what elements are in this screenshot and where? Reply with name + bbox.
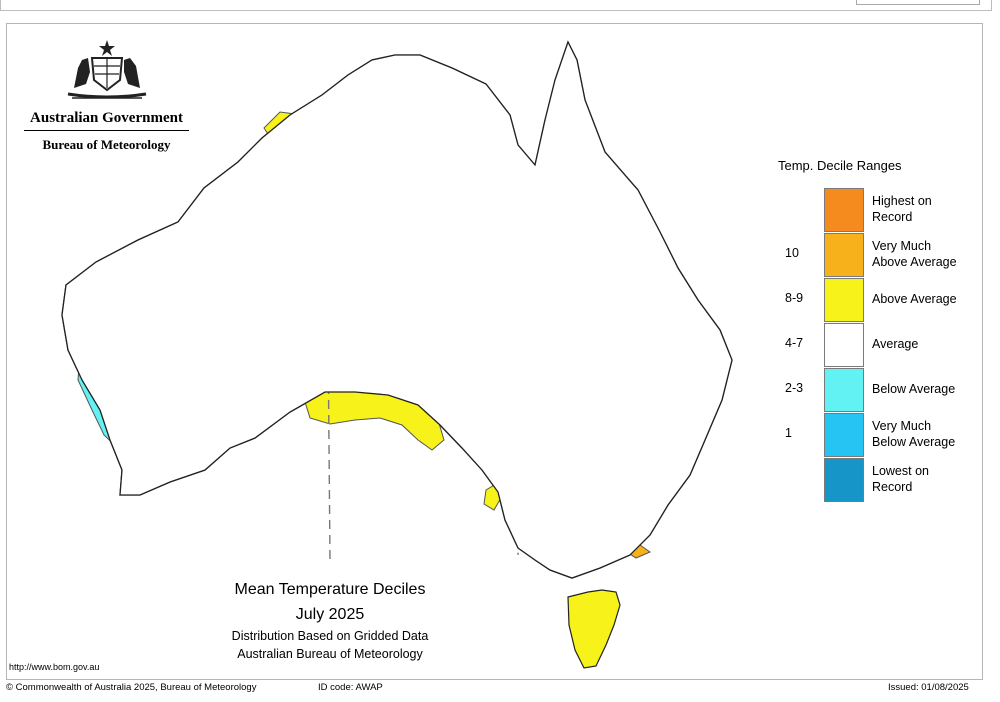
legend-range: 10: [785, 246, 799, 260]
legend-label: Very Much Above Average: [872, 239, 957, 269]
legend-range: 2-3: [785, 381, 804, 395]
legend-swatch: [824, 188, 864, 232]
legend-label: Above Average: [872, 292, 957, 306]
map-subtitle-line2: Australian Bureau of Meteorology: [237, 647, 423, 661]
legend-range: 8-9: [785, 291, 804, 305]
legend-title: Temp. Decile Ranges: [778, 158, 902, 173]
copyright-text: © Commonwealth of Australia 2025, Bureau…: [6, 682, 257, 693]
bureau-subtitle: Bureau of Meteorology: [42, 137, 171, 152]
legend-swatch: [824, 413, 864, 457]
map-subtitle-line1: Distribution Based on Gridded Data: [231, 629, 429, 643]
legend-label: Average: [872, 337, 919, 351]
legend-label: Below Average: [872, 382, 956, 396]
legend-label: Lowest on Record: [872, 464, 929, 494]
legend-label: Very Much Below Average: [872, 419, 956, 449]
title-divider: [24, 130, 189, 131]
top-toolbar-strip: [0, 0, 1000, 12]
legend-label: Highest on Record: [872, 194, 932, 224]
government-title: Australian Government: [30, 110, 183, 126]
legend-swatch: [824, 323, 864, 367]
legend-swatch: [824, 278, 864, 322]
coat-of-arms-icon: [67, 40, 147, 99]
tasmania: [567, 589, 621, 669]
legend-swatch: [824, 233, 864, 277]
legend-swatch: [824, 368, 864, 412]
id-code: ID code: AWAP: [318, 682, 383, 693]
legend-range: 1: [785, 426, 792, 440]
legend-range: 4-7: [785, 336, 804, 350]
map-period: July 2025: [295, 606, 365, 623]
toolbar-frame: [0, 0, 992, 11]
toolbar-control[interactable]: [856, 0, 980, 5]
issued-date: Issued: 01/08/2025: [888, 682, 969, 693]
bom-url-link[interactable]: http://www.bom.gov.au: [9, 662, 100, 672]
map-title: Mean Temperature Deciles: [234, 581, 426, 598]
legend-swatch: [824, 458, 864, 502]
